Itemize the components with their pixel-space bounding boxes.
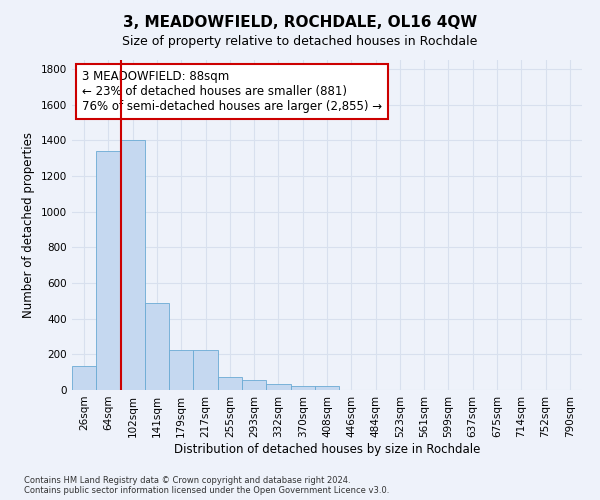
Bar xyxy=(96,151,121,390)
Text: 3, MEADOWFIELD, ROCHDALE, OL16 4QW: 3, MEADOWFIELD, ROCHDALE, OL16 4QW xyxy=(123,15,477,30)
X-axis label: Distribution of detached houses by size in Rochdale: Distribution of detached houses by size … xyxy=(174,442,480,456)
Bar xyxy=(121,140,145,390)
Bar xyxy=(218,376,242,390)
Bar xyxy=(169,350,193,390)
Bar xyxy=(315,386,339,390)
Text: Size of property relative to detached houses in Rochdale: Size of property relative to detached ho… xyxy=(122,35,478,48)
Y-axis label: Number of detached properties: Number of detached properties xyxy=(22,132,35,318)
Bar xyxy=(145,302,169,390)
Text: 3 MEADOWFIELD: 88sqm
← 23% of detached houses are smaller (881)
76% of semi-deta: 3 MEADOWFIELD: 88sqm ← 23% of detached h… xyxy=(82,70,382,113)
Bar xyxy=(290,386,315,390)
Text: Contains HM Land Registry data © Crown copyright and database right 2024.
Contai: Contains HM Land Registry data © Crown c… xyxy=(24,476,389,495)
Bar xyxy=(193,350,218,390)
Bar xyxy=(242,380,266,390)
Bar xyxy=(266,384,290,390)
Bar xyxy=(72,366,96,390)
